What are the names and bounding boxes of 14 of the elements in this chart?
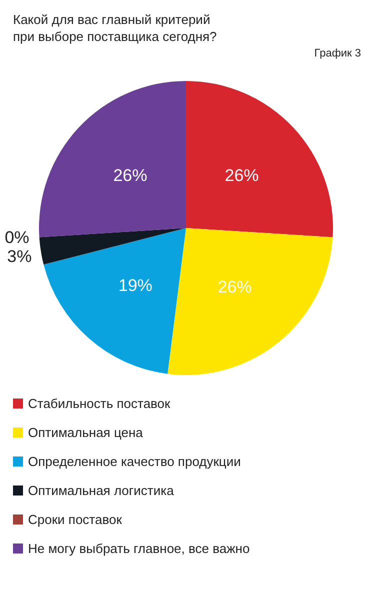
legend-label: Сроки поставок <box>28 512 122 527</box>
data-label: 3% <box>7 247 32 266</box>
chart-title: Какой для вас главный критерий при выборе поставщика сегодня? <box>13 12 217 44</box>
data-label: 19% <box>118 276 152 295</box>
data-label: 26% <box>113 166 148 186</box>
data-label: 26% <box>218 277 252 296</box>
legend-label: Определенное качество продукции <box>28 454 241 469</box>
legend-label: Стабильность поставок <box>28 396 171 411</box>
text: 0% <box>4 228 30 248</box>
legend-label: Оптимальная цена <box>28 425 144 440</box>
text: График 3 <box>314 48 362 60</box>
data-label: 26% <box>224 166 259 186</box>
legend-label: Оптимальная логистика <box>28 483 175 498</box>
legend-label: Не могу выбрать главное, все важно <box>28 541 250 556</box>
